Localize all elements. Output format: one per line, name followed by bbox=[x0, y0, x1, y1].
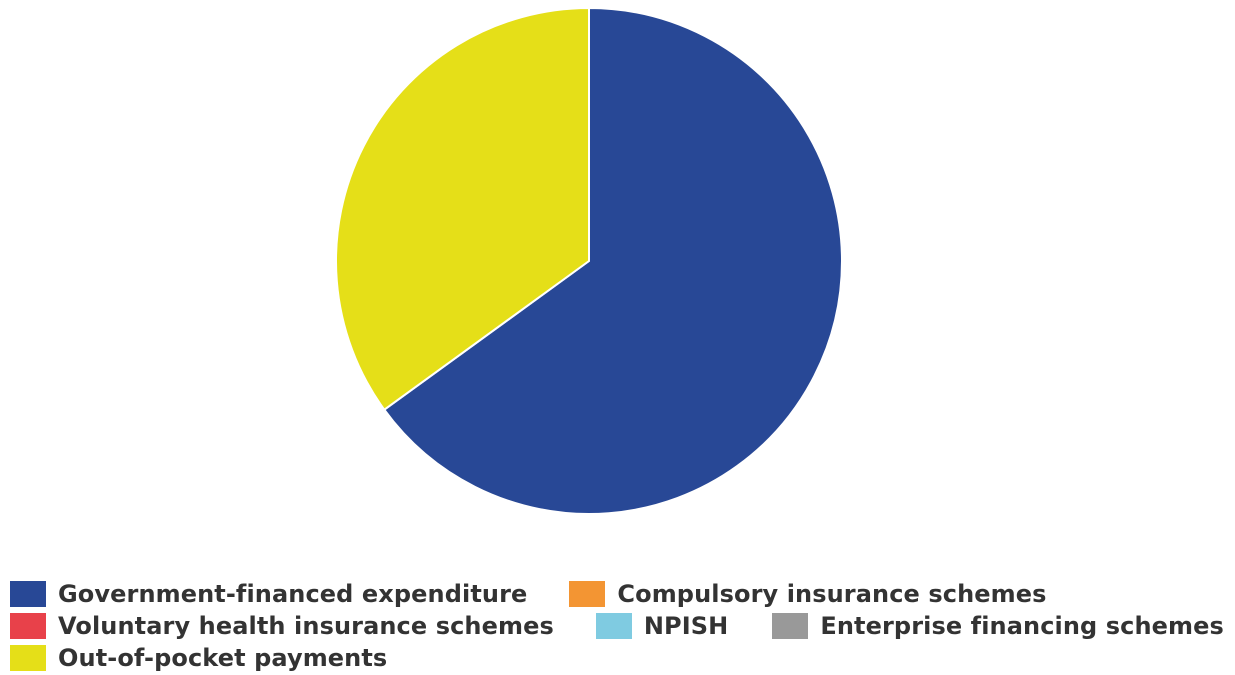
legend-item-compulsory-insurance: Compulsory insurance schemes bbox=[569, 580, 1046, 608]
legend-label-voluntary-health-insurance: Voluntary health insurance schemes bbox=[58, 612, 554, 640]
legend-swatch-out-of-pocket bbox=[10, 645, 46, 671]
chart-legend: Government-financed expenditure Compulso… bbox=[10, 578, 1230, 674]
legend-label-npish: NPISH bbox=[643, 612, 729, 640]
legend-row-2: Voluntary health insurance schemes NPISH… bbox=[10, 610, 1230, 642]
legend-row-3: Out-of-pocket payments bbox=[10, 642, 1230, 674]
legend-item-government-financed: Government-financed expenditure bbox=[10, 580, 527, 608]
legend-item-enterprise-financing: Enterprise financing schemes bbox=[772, 612, 1224, 640]
legend-label-enterprise-financing: Enterprise financing schemes bbox=[820, 612, 1224, 640]
legend-item-out-of-pocket: Out-of-pocket payments bbox=[10, 644, 387, 672]
legend-label-government-financed: Government-financed expenditure bbox=[58, 580, 528, 608]
legend-label-out-of-pocket: Out-of-pocket payments bbox=[58, 644, 388, 672]
legend-row-1: Government-financed expenditure Compulso… bbox=[10, 578, 1230, 610]
pie-chart-svg bbox=[335, 7, 843, 515]
pie-chart bbox=[335, 7, 843, 515]
legend-swatch-enterprise-financing bbox=[772, 613, 809, 639]
legend-swatch-voluntary-health-insurance bbox=[10, 613, 46, 639]
legend-label-compulsory-insurance: Compulsory insurance schemes bbox=[617, 580, 1047, 608]
pie-slice-out-of-pocket-payments bbox=[335, 7, 590, 411]
pie-slice-government-financed-expenditure bbox=[383, 7, 843, 515]
legend-swatch-compulsory-insurance bbox=[569, 581, 606, 607]
legend-swatch-government-financed bbox=[10, 581, 46, 607]
legend-item-npish: NPISH bbox=[595, 612, 729, 640]
legend-item-voluntary-health-insurance: Voluntary health insurance schemes bbox=[10, 612, 554, 640]
legend-swatch-npish bbox=[595, 613, 632, 639]
